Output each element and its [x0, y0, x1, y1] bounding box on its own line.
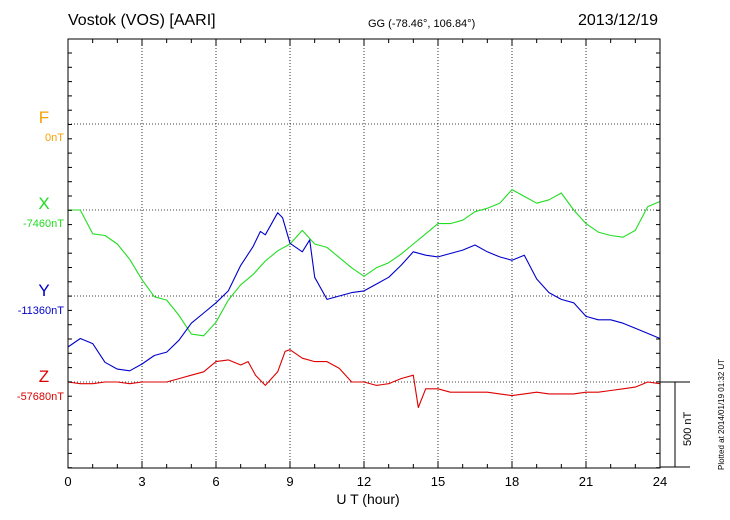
component-x-label: X	[38, 194, 50, 213]
x-tick-label: 21	[578, 474, 594, 489]
x-axis-label: U T (hour)	[336, 491, 400, 507]
grid	[68, 39, 660, 468]
component-z-label: Z	[38, 367, 50, 386]
plot-border	[67, 38, 661, 469]
series-line-y	[67, 212, 661, 372]
component-f-label: F	[38, 108, 50, 127]
x-tick-label: 6	[212, 474, 220, 489]
component-y-baseline: -11360nT	[17, 305, 64, 317]
series-line-z	[67, 349, 661, 409]
date-label: 2013/12/19	[578, 12, 659, 29]
x-tick-label: 15	[430, 474, 446, 489]
coordinates-label: GG (-78.46°, 106.84°)	[368, 18, 476, 30]
plot-frame	[67, 38, 690, 469]
x-tick-label: 24	[652, 474, 668, 489]
x-tick-label: 18	[504, 474, 520, 489]
x-tick-label: 12	[356, 474, 372, 489]
component-y-label: Y	[38, 281, 50, 300]
series-line-x	[68, 189, 661, 337]
scale-bar-label: 500 nT	[682, 411, 694, 446]
x-tick-label: 9	[286, 474, 294, 489]
station-title: Vostok (VOS) [AARI]	[68, 12, 216, 29]
x-tick-label: 0	[64, 474, 72, 489]
plotted-timestamp: Plotted at 2014/01/19 01:32 UT	[717, 358, 726, 470]
component-z-baseline: -57680nT	[16, 391, 64, 403]
component-f-baseline: 0nT	[45, 132, 64, 144]
series-lines	[67, 189, 661, 409]
x-tick-label: 3	[138, 474, 146, 489]
component-x-baseline: -7460nT	[23, 218, 64, 230]
